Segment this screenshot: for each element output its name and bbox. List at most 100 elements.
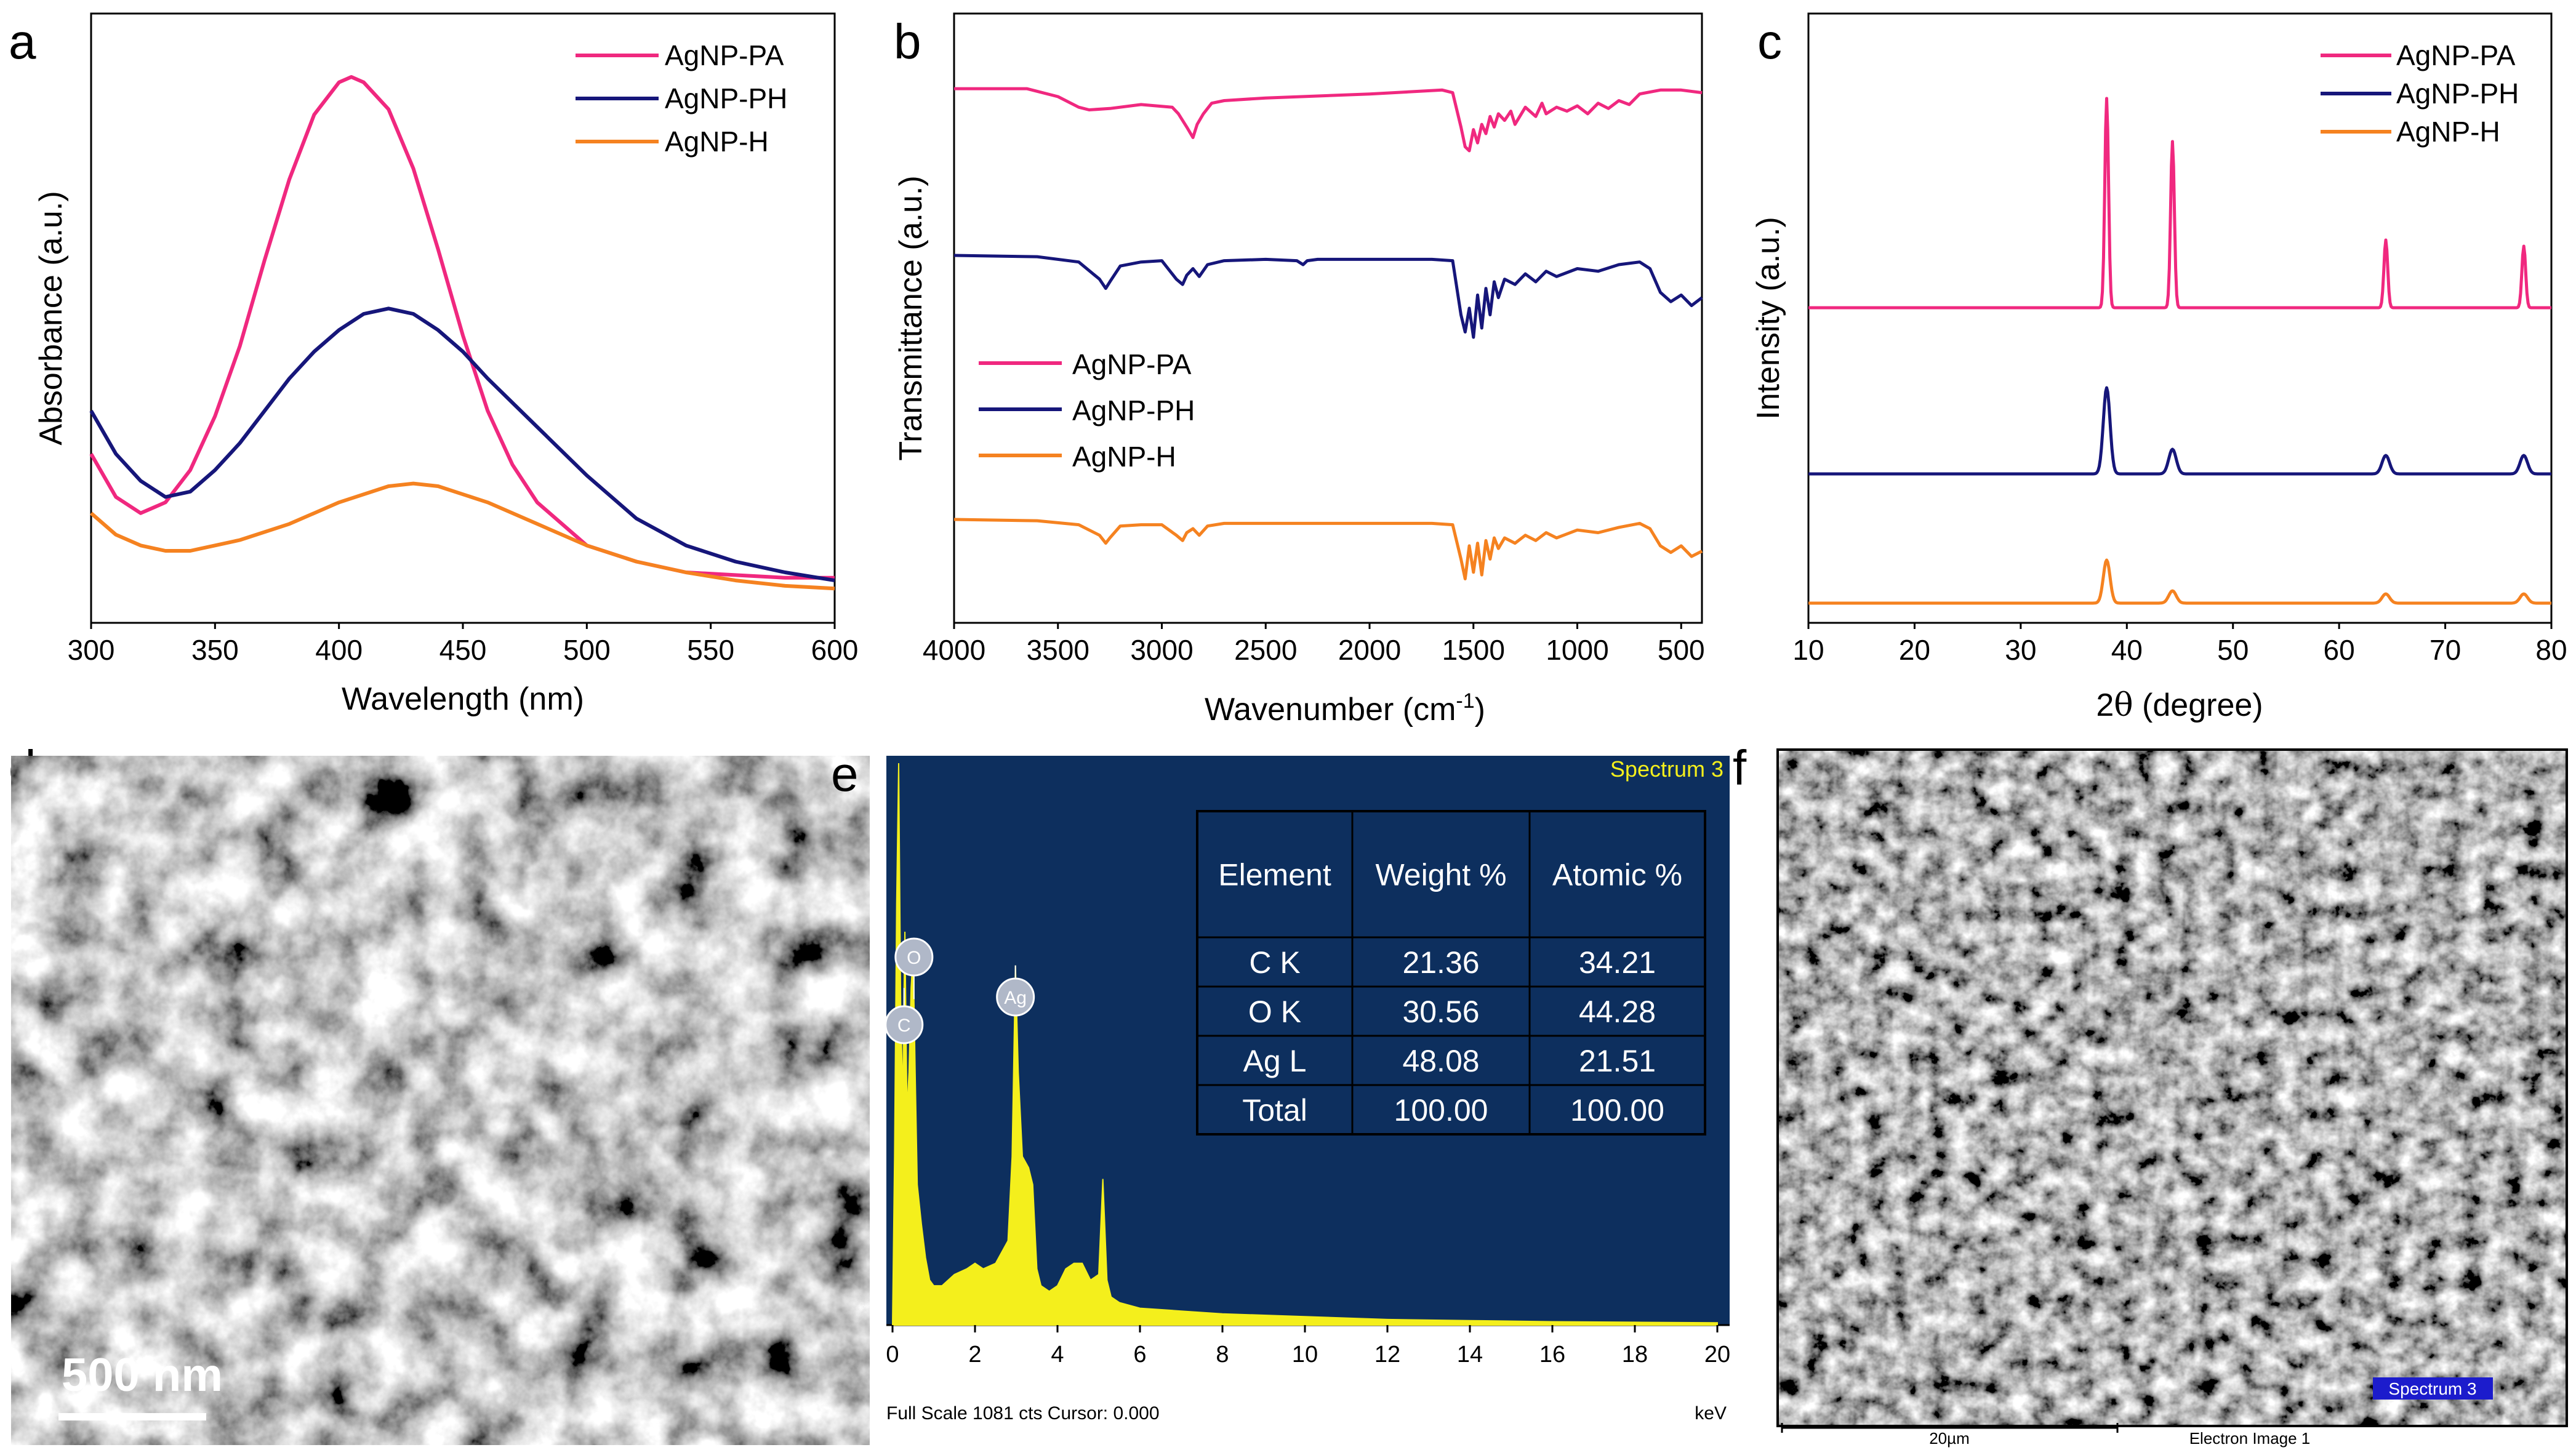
edx-table-frame [1196, 810, 1706, 1136]
edx-table-cell: 100.00 [1570, 1093, 1664, 1128]
x-tick-label-c: 70 [2430, 634, 2461, 666]
legend-label-h-b: AgNP-H [1072, 441, 1176, 473]
x-ticks-c: 10 20 30 40 50 60 70 80 [1792, 623, 2567, 666]
x-tick-label-c: 30 [2005, 634, 2036, 666]
edx-table-cell: O K [1248, 995, 1301, 1029]
x-tick-label-a: 500 [563, 634, 611, 666]
legend-label-ph-b: AgNP-PH [1072, 395, 1195, 427]
panel-a-uv-vis-chart: a 300 350 400 450 500 550 600 Wavelength (nm) … [9, 12, 858, 717]
panel-c-xrd-chart: c 10 20 30 40 50 60 70 80 2θ (degree) Intensity… [1751, 12, 2567, 724]
x-tick-label-a: 400 [315, 634, 363, 666]
series-line-agnp-h [90, 481, 835, 591]
edx-table-cell: 30.56 [1402, 995, 1479, 1029]
legend-label-pa-b: AgNP-PA [1072, 348, 1192, 380]
edx-table-header: Element [1218, 858, 1331, 892]
sem-spectrum-badge [2373, 1377, 2493, 1400]
panel-label-b: b [894, 14, 921, 69]
x-ticks-a: 300 350 400 450 500 550 600 [68, 623, 858, 666]
y-axis-label-c: Intensity (a.u.) [1751, 217, 1786, 419]
series-line-agnp-ph [89, 306, 835, 583]
series-lines-c [1808, 97, 2552, 605]
x-tick-label-b: 1500 [1442, 634, 1505, 666]
edx-table-cell: 34.21 [1579, 945, 1656, 980]
x-tick-label-a: 300 [68, 634, 115, 666]
y-axis-label-b: Transmittance (a.u.) [893, 175, 929, 460]
edx-tick-label: 2 [968, 1342, 981, 1368]
edx-table-cell: 44.28 [1579, 995, 1656, 1029]
edx-marker-label: O [907, 948, 921, 968]
legend-label-h-a: AgNP-H [665, 126, 769, 158]
edx-element-markers: O C Ag [885, 937, 1035, 1044]
sem-micrograph-f [1779, 751, 2566, 1425]
legend-label-ph-c: AgNP-PH [2396, 78, 2519, 110]
edx-marker-ag [996, 977, 1035, 1017]
edx-marker-o [894, 937, 934, 977]
edx-marker-label: Ag [1004, 988, 1027, 1008]
edx-table-cell: 21.36 [1402, 945, 1479, 980]
edx-tick-label: 18 [1622, 1342, 1648, 1368]
panel-label-e: e [831, 747, 859, 801]
panel-d-sem-image: d 500 nm [9, 740, 870, 1445]
sem-spectrum-badge-label: Spectrum 3 [2388, 1379, 2476, 1398]
edx-spectrum-trace [891, 763, 1718, 1326]
series-line-agnp-ph [1808, 386, 2552, 476]
x-axis-label-b: Wavenumber (cm-1) [1205, 689, 1485, 727]
edx-table-cell: 21.51 [1579, 1044, 1656, 1078]
edx-table-cell: 48.08 [1402, 1044, 1479, 1078]
x-axis-label-a: Wavelength (nm) [342, 681, 584, 717]
panel-b-ftir-chart: b 4000 3500 3000 2500 2000 1500 1000 500 Wavenu… [893, 12, 1705, 727]
edx-table-cell: Total [1242, 1093, 1307, 1128]
legend-label-pa-c: AgNP-PA [2396, 39, 2516, 71]
series-lines-b [953, 87, 1703, 580]
series-line-agnp-ph [953, 254, 1703, 339]
scale-bar-d [58, 1413, 206, 1420]
x-tick-label-b: 3500 [1027, 634, 1089, 666]
panel-label-a: a [9, 14, 36, 69]
edx-tick-label: 0 [886, 1342, 899, 1368]
edx-tick-label: 4 [1051, 1342, 1064, 1368]
series-lines-a [89, 75, 835, 591]
x-tick-label-a: 350 [191, 634, 239, 666]
x-tick-label-b: 2000 [1338, 634, 1401, 666]
x-tick-label-c: 20 [1899, 634, 1930, 666]
panel-f-sem-image: f Spectrum 3 20µm Electron Image 1 [1733, 740, 2568, 1448]
y-axis-label-a: Absorbance (a.u.) [33, 191, 69, 445]
legend-a: AgNP-PA AgNP-PH AgNP-H [576, 39, 787, 158]
x-tick-label-b: 3000 [1130, 634, 1193, 666]
edx-tick-label: 12 [1374, 1342, 1400, 1368]
edx-spectrum-fill [891, 763, 1718, 1326]
edx-tick-label: 10 [1292, 1342, 1318, 1368]
edx-unit-label: keV [1695, 1403, 1727, 1424]
sem-frame-f [1776, 748, 2568, 1427]
edx-composition-table: Element Weight % Atomic % C K 21.36 34.21 O K 3… [1196, 810, 1706, 1136]
edx-tick-label: 16 [1539, 1342, 1565, 1368]
x-tick-label-c: 50 [2217, 634, 2249, 666]
x-tick-label-c: 60 [2324, 634, 2355, 666]
series-line-agnp-h [953, 518, 1703, 580]
edx-table-cell: C K [1249, 945, 1300, 980]
edx-table-cell: Ag L [1243, 1044, 1307, 1078]
x-tick-label-c: 80 [2535, 634, 2567, 666]
edx-marker-c [885, 1005, 924, 1044]
scale-bar-label-f: 20µm [1929, 1429, 1970, 1448]
edx-marker-label: C [897, 1015, 911, 1036]
edx-tick-label: 20 [1704, 1342, 1730, 1368]
series-line-agnp-pa [954, 87, 1703, 153]
x-tick-label-a: 450 [439, 634, 487, 666]
x-tick-label-b: 4000 [923, 634, 985, 666]
series-line-agnp-h [1808, 558, 2552, 605]
x-tick-label-c: 10 [1792, 634, 1824, 666]
x-ticks-b: 4000 3500 3000 2500 2000 1500 1000 500 [923, 623, 1705, 666]
x-axis-label-c: 2θ (degree) [2096, 687, 2263, 724]
plot-frame-b [953, 12, 1703, 624]
edx-x-ticks: 0 2 4 6 8 10 12 14 16 18 20 [886, 1325, 1730, 1368]
edx-spectrum-label: Spectrum 3 [1610, 756, 1723, 782]
legend-c: AgNP-PA AgNP-PH AgNP-H [2321, 39, 2519, 148]
x-tick-label-b: 2500 [1234, 634, 1297, 666]
legend-label-h-c: AgNP-H [2396, 116, 2500, 148]
edx-table-cell: 100.00 [1394, 1093, 1488, 1128]
legend-label-pa-a: AgNP-PA [665, 39, 784, 71]
scale-bar-label-d: 500 nm [62, 1349, 223, 1401]
panel-label-f: f [1733, 740, 1747, 795]
